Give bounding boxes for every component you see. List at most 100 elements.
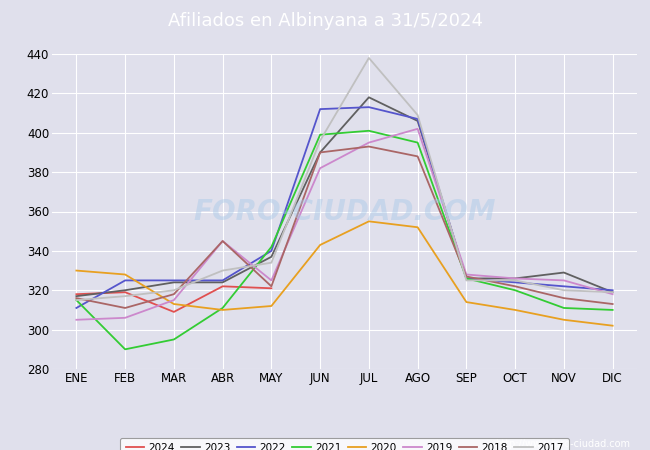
Line: 2019: 2019 bbox=[77, 129, 612, 320]
2021 bbox=[463, 276, 471, 281]
2020 bbox=[608, 323, 616, 328]
2020 bbox=[72, 268, 81, 273]
2021 bbox=[218, 305, 227, 310]
2023 bbox=[560, 270, 568, 275]
2024 bbox=[72, 292, 81, 297]
2021 bbox=[365, 128, 373, 134]
2019 bbox=[608, 292, 616, 297]
2019 bbox=[463, 272, 471, 277]
2018 bbox=[316, 150, 324, 155]
2022 bbox=[72, 305, 81, 310]
2022 bbox=[463, 276, 471, 281]
2017 bbox=[511, 278, 519, 283]
2019 bbox=[316, 166, 324, 171]
2018 bbox=[560, 295, 568, 301]
2022 bbox=[268, 248, 276, 254]
2020 bbox=[316, 242, 324, 248]
2018 bbox=[365, 144, 373, 149]
2022 bbox=[560, 284, 568, 289]
2019 bbox=[218, 238, 227, 244]
2024 bbox=[268, 286, 276, 291]
2021 bbox=[511, 288, 519, 293]
2018 bbox=[268, 284, 276, 289]
2019 bbox=[121, 315, 129, 320]
2020 bbox=[170, 302, 178, 307]
Line: 2017: 2017 bbox=[77, 58, 612, 300]
2017 bbox=[170, 288, 178, 293]
2022 bbox=[413, 116, 421, 122]
2020 bbox=[121, 272, 129, 277]
2017 bbox=[608, 289, 616, 295]
2017 bbox=[413, 112, 421, 118]
2017 bbox=[121, 293, 129, 299]
Text: FORO-CIUDAD.COM: FORO-CIUDAD.COM bbox=[193, 198, 496, 225]
2023 bbox=[268, 254, 276, 260]
Line: 2023: 2023 bbox=[77, 97, 612, 296]
2017 bbox=[316, 138, 324, 143]
2018 bbox=[463, 274, 471, 279]
2017 bbox=[268, 260, 276, 265]
2023 bbox=[413, 118, 421, 124]
2017 bbox=[560, 288, 568, 293]
2019 bbox=[170, 297, 178, 303]
Line: 2021: 2021 bbox=[77, 131, 612, 349]
2020 bbox=[511, 307, 519, 313]
2020 bbox=[560, 317, 568, 323]
2019 bbox=[72, 317, 81, 323]
2020 bbox=[218, 307, 227, 313]
2022 bbox=[170, 278, 178, 283]
2018 bbox=[170, 292, 178, 297]
Legend: 2024, 2023, 2022, 2021, 2020, 2019, 2018, 2017: 2024, 2023, 2022, 2021, 2020, 2019, 2018… bbox=[120, 438, 569, 450]
Line: 2022: 2022 bbox=[77, 107, 612, 308]
2024 bbox=[121, 289, 129, 295]
2017 bbox=[72, 297, 81, 303]
2021 bbox=[608, 307, 616, 313]
2022 bbox=[218, 278, 227, 283]
2022 bbox=[608, 288, 616, 293]
Text: Afiliados en Albinyana a 31/5/2024: Afiliados en Albinyana a 31/5/2024 bbox=[168, 12, 482, 31]
2023 bbox=[316, 150, 324, 155]
2017 bbox=[463, 278, 471, 283]
2021 bbox=[72, 297, 81, 303]
2020 bbox=[365, 219, 373, 224]
2017 bbox=[365, 55, 373, 61]
2023 bbox=[365, 94, 373, 100]
2019 bbox=[268, 278, 276, 283]
2024 bbox=[170, 309, 178, 315]
2018 bbox=[218, 238, 227, 244]
2019 bbox=[365, 140, 373, 145]
2022 bbox=[511, 279, 519, 285]
2022 bbox=[316, 107, 324, 112]
2021 bbox=[560, 305, 568, 310]
2022 bbox=[121, 278, 129, 283]
2019 bbox=[413, 126, 421, 131]
2023 bbox=[121, 288, 129, 293]
2018 bbox=[121, 305, 129, 310]
Line: 2024: 2024 bbox=[77, 286, 272, 312]
2021 bbox=[413, 140, 421, 145]
2023 bbox=[218, 279, 227, 285]
2022 bbox=[365, 104, 373, 110]
2024 bbox=[218, 284, 227, 289]
2020 bbox=[463, 299, 471, 305]
2021 bbox=[268, 244, 276, 250]
2023 bbox=[463, 276, 471, 281]
2019 bbox=[511, 276, 519, 281]
2023 bbox=[511, 276, 519, 281]
2021 bbox=[121, 346, 129, 352]
Line: 2020: 2020 bbox=[77, 221, 612, 326]
2017 bbox=[218, 268, 227, 273]
2021 bbox=[316, 132, 324, 137]
2018 bbox=[608, 302, 616, 307]
2021 bbox=[170, 337, 178, 342]
2019 bbox=[560, 278, 568, 283]
Line: 2018: 2018 bbox=[77, 147, 612, 308]
2023 bbox=[608, 289, 616, 295]
2018 bbox=[511, 284, 519, 289]
2018 bbox=[72, 295, 81, 301]
Text: http://www.foro-ciudad.com: http://www.foro-ciudad.com bbox=[495, 439, 630, 449]
2018 bbox=[413, 154, 421, 159]
2023 bbox=[72, 293, 81, 299]
2020 bbox=[413, 225, 421, 230]
2020 bbox=[268, 303, 276, 309]
